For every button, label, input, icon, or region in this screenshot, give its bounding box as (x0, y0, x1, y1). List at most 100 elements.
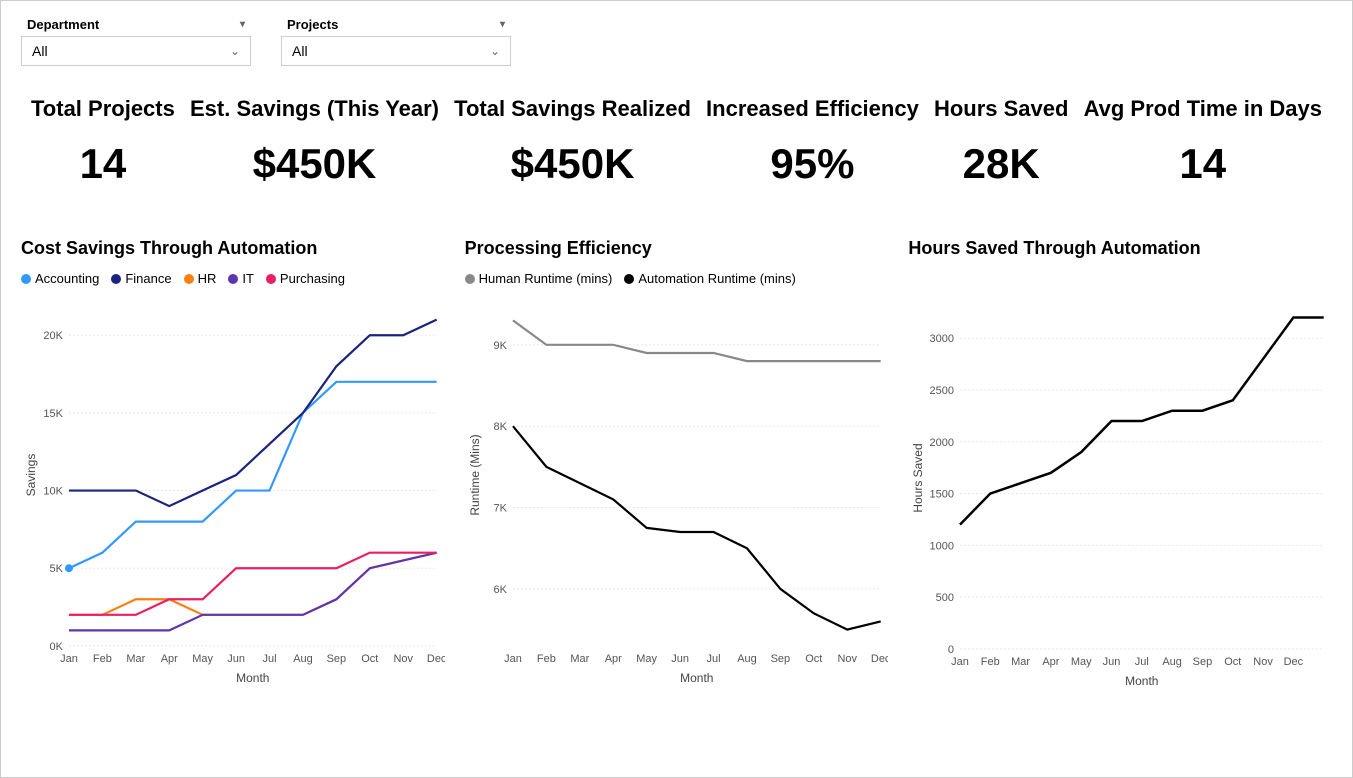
chevron-down-icon: ▾ (240, 19, 245, 30)
svg-text:Jun: Jun (671, 653, 689, 665)
svg-text:Month: Month (680, 671, 713, 685)
chart-legend (908, 271, 1332, 289)
legend-label: Purchasing (280, 271, 345, 286)
svg-text:Oct: Oct (1225, 656, 1242, 668)
projects-filter-label: Projects (287, 17, 338, 32)
legend-item[interactable]: Automation Runtime (mins) (624, 271, 796, 286)
cost-savings-chart-panel: Cost Savings Through Automation Accounti… (21, 238, 445, 702)
legend-item[interactable]: Finance (111, 271, 171, 286)
svg-text:0K: 0K (50, 641, 64, 653)
svg-text:Dec: Dec (1284, 656, 1304, 668)
processing-efficiency-chart-panel: Processing Efficiency Human Runtime (min… (465, 238, 889, 702)
legend-label: Finance (125, 271, 171, 286)
svg-text:0: 0 (948, 644, 954, 656)
svg-text:Feb: Feb (981, 656, 1000, 668)
legend-label: Human Runtime (mins) (479, 271, 613, 286)
kpi-value: 28K (934, 140, 1069, 188)
svg-text:6K: 6K (493, 584, 507, 596)
svg-text:Sep: Sep (327, 653, 347, 665)
svg-text:1000: 1000 (930, 540, 954, 552)
svg-text:Apr: Apr (604, 653, 621, 665)
kpi-total-projects: Total Projects 14 (31, 96, 175, 188)
svg-text:2500: 2500 (930, 385, 954, 397)
svg-text:Mar: Mar (126, 653, 145, 665)
legend-dot-icon (266, 274, 276, 284)
department-filter-select[interactable]: All ⌄ (21, 36, 251, 66)
svg-text:5K: 5K (50, 563, 64, 575)
svg-text:Jan: Jan (60, 653, 78, 665)
svg-text:9K: 9K (493, 340, 507, 352)
svg-text:1500: 1500 (930, 489, 954, 501)
svg-text:Jul: Jul (706, 653, 720, 665)
svg-text:Month: Month (1126, 674, 1159, 688)
svg-text:20K: 20K (43, 330, 63, 342)
svg-text:Savings: Savings (24, 454, 38, 497)
legend-item[interactable]: IT (228, 271, 254, 286)
svg-text:Month: Month (236, 671, 269, 685)
svg-text:10K: 10K (43, 486, 63, 498)
svg-text:Jan: Jan (504, 653, 522, 665)
kpi-total-savings-realized: Total Savings Realized $450K (454, 96, 691, 188)
svg-text:Hours Saved: Hours Saved (911, 443, 925, 512)
svg-text:Oct: Oct (805, 653, 822, 665)
svg-text:500: 500 (936, 592, 954, 604)
svg-text:15K: 15K (43, 408, 63, 420)
kpi-est-savings: Est. Savings (This Year) $450K (190, 96, 439, 188)
legend-label: IT (242, 271, 254, 286)
svg-text:May: May (1071, 656, 1092, 668)
kpi-title: Total Savings Realized (454, 96, 691, 122)
department-filter-label: Department (27, 17, 99, 32)
svg-text:Jun: Jun (1103, 656, 1121, 668)
kpi-value: $450K (190, 140, 439, 188)
chart-title: Processing Efficiency (465, 238, 889, 259)
svg-text:Jul: Jul (263, 653, 277, 665)
kpi-value: $450K (454, 140, 691, 188)
svg-text:Jul: Jul (1135, 656, 1149, 668)
legend-dot-icon (111, 274, 121, 284)
kpi-value: 14 (31, 140, 175, 188)
legend-item[interactable]: Human Runtime (mins) (465, 271, 613, 286)
chart-title: Cost Savings Through Automation (21, 238, 445, 259)
svg-text:Jun: Jun (227, 653, 245, 665)
kpi-title: Increased Efficiency (706, 96, 919, 122)
legend-item[interactable]: Accounting (21, 271, 99, 286)
projects-filter-select[interactable]: All ⌄ (281, 36, 511, 66)
svg-text:Feb: Feb (537, 653, 556, 665)
chart-title: Hours Saved Through Automation (908, 238, 1332, 259)
chevron-down-icon: ⌄ (230, 44, 240, 58)
projects-filter: Projects ▾ All ⌄ (281, 13, 511, 66)
svg-text:Oct: Oct (361, 653, 378, 665)
svg-text:7K: 7K (493, 503, 507, 515)
svg-text:Mar: Mar (570, 653, 589, 665)
hours-saved-chart: 050010001500200025003000JanFebMarAprMayJ… (908, 297, 1332, 697)
kpi-title: Avg Prod Time in Days (1084, 96, 1322, 122)
svg-text:Sep: Sep (770, 653, 790, 665)
projects-filter-header[interactable]: Projects ▾ (281, 13, 511, 36)
svg-text:8K: 8K (493, 421, 507, 433)
filters-row: Department ▾ All ⌄ Projects ▾ All ⌄ (21, 13, 1332, 66)
legend-item[interactable]: HR (184, 271, 217, 286)
svg-text:Nov: Nov (1254, 656, 1274, 668)
svg-text:Feb: Feb (93, 653, 112, 665)
svg-text:Aug: Aug (1163, 656, 1183, 668)
kpi-avg-prod-time: Avg Prod Time in Days 14 (1084, 96, 1322, 188)
svg-text:Aug: Aug (293, 653, 313, 665)
department-filter-header[interactable]: Department ▾ (21, 13, 251, 36)
kpi-value: 95% (706, 140, 919, 188)
cost-savings-chart: 0K5K10K15K20KJanFebMarAprMayJunJulAugSep… (21, 294, 445, 694)
hours-saved-chart-panel: Hours Saved Through Automation 0 500 1000 1… (908, 238, 1332, 702)
svg-text:Sep: Sep (1193, 656, 1213, 668)
legend-dot-icon (465, 274, 475, 284)
kpi-title: Est. Savings (This Year) (190, 96, 439, 122)
svg-text:Runtime (Mins): Runtime (Mins) (468, 434, 482, 515)
chevron-down-icon: ⌄ (490, 44, 500, 58)
chart-legend: Human Runtime (mins) Automation Runtime (… (465, 271, 889, 286)
legend-item[interactable]: Purchasing (266, 271, 345, 286)
kpi-value: 14 (1084, 140, 1322, 188)
kpi-hours-saved: Hours Saved 28K (934, 96, 1069, 188)
legend-dot-icon (184, 274, 194, 284)
department-filter-value: All (32, 43, 48, 59)
svg-text:Nov: Nov (393, 653, 413, 665)
svg-text:Nov: Nov (837, 653, 857, 665)
svg-text:Dec: Dec (427, 653, 445, 665)
